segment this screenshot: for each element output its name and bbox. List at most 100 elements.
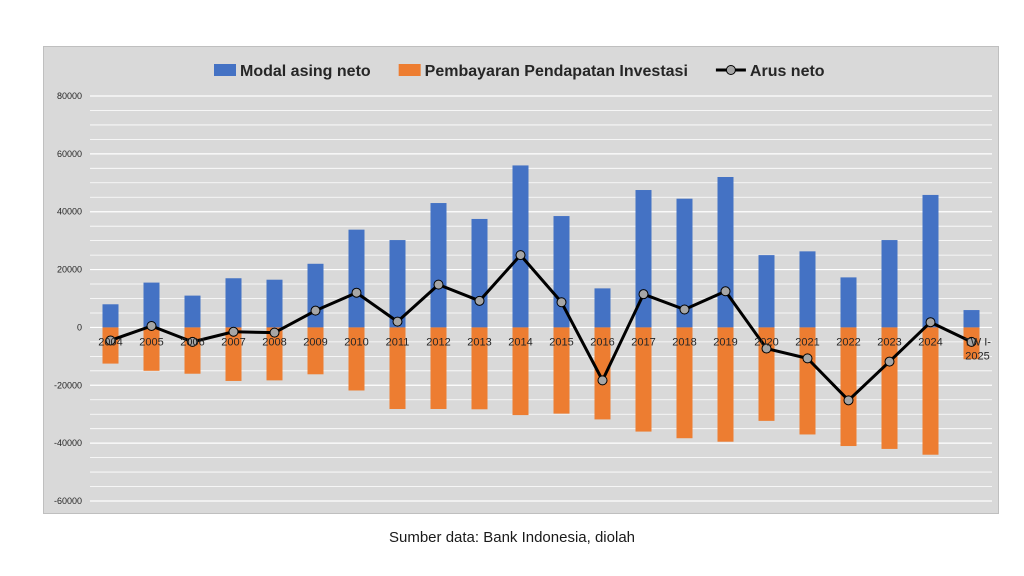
legend-label: Modal asing neto	[240, 63, 371, 80]
y-tick-label: -40000	[54, 438, 82, 448]
bar-modal-asing-neto	[799, 251, 816, 328]
bar-pembayaran-pendapatan-investasi	[471, 327, 488, 410]
source-note: Sumber data: Bank Indonesia, diolah	[389, 529, 635, 546]
x-tick-label: TW I-	[964, 336, 991, 348]
bar-pembayaran-pendapatan-investasi	[635, 327, 652, 432]
axis-layer: -60000 -40000 -20000 0 20000 40000 60000 80000 2…	[54, 91, 991, 506]
x-tick-label: 2014	[508, 336, 532, 348]
bar-pembayaran-pendapatan-investasi	[594, 327, 611, 420]
x-tick-label: 2022	[836, 336, 860, 348]
point-arus-neto	[474, 295, 485, 306]
point-arus-neto	[515, 250, 526, 261]
legend-label: Arus neto	[750, 63, 825, 80]
x-tick-label: 2018	[672, 336, 696, 348]
point-arus-neto	[597, 375, 608, 386]
chart-panel: -60000 -40000 -20000 0 20000 40000 60000 80000 2…	[43, 46, 999, 514]
chart-svg: -60000 -40000 -20000 0 20000 40000 60000 80000 2…	[54, 63, 992, 506]
x-tick-label: 2007	[221, 336, 245, 348]
bar-pembayaran-pendapatan-investasi	[143, 327, 160, 371]
y-tick-label: -60000	[54, 496, 82, 506]
bar-pembayaran-pendapatan-investasi	[348, 327, 365, 391]
point-arus-neto	[269, 327, 280, 338]
point-arus-neto	[638, 289, 649, 300]
x-tick-label: 2006	[180, 336, 204, 348]
bar-modal-asing-neto	[840, 277, 857, 328]
y-tick-label: 80000	[57, 91, 82, 101]
bar-pembayaran-pendapatan-investasi	[922, 327, 939, 455]
x-tick-label: 2016	[590, 336, 614, 348]
y-tick-label: 20000	[57, 265, 82, 275]
x-tick-label: 2009	[303, 336, 327, 348]
x-tick-label: 2004	[98, 336, 122, 348]
point-arus-neto	[679, 304, 690, 315]
bar-modal-asing-neto	[307, 263, 324, 328]
point-arus-neto	[228, 326, 239, 337]
point-arus-neto	[351, 287, 362, 298]
legend-swatch	[214, 64, 236, 76]
x-tick-label: 2011	[386, 336, 410, 348]
legend-marker	[725, 65, 736, 75]
point-arus-neto	[105, 335, 116, 346]
bar-pembayaran-pendapatan-investasi	[512, 327, 529, 416]
point-arus-neto	[556, 297, 567, 308]
bar-modal-asing-neto	[512, 165, 529, 328]
point-arus-neto	[310, 305, 321, 316]
bar-pembayaran-pendapatan-investasi	[430, 327, 447, 410]
x-tick-label: 2019	[713, 336, 737, 348]
bar-modal-asing-neto	[389, 240, 406, 328]
bar-modal-asing-neto	[143, 282, 160, 328]
legend-swatch	[398, 64, 421, 76]
x-tick-label: 2025	[965, 350, 989, 362]
x-tick-label: 2012	[426, 336, 450, 348]
legend: Modal asing neto Pembayaran Pendapatan In…	[214, 63, 825, 80]
bar-pembayaran-pendapatan-investasi	[553, 327, 570, 414]
y-tick-label: 60000	[57, 149, 82, 159]
legend-label: Pembayaran Pendapatan Investasi	[425, 63, 688, 80]
bar-modal-asing-neto	[758, 255, 775, 328]
x-tick-label: 2005	[139, 336, 163, 348]
bar-modal-asing-neto	[184, 295, 201, 328]
bar-pembayaran-pendapatan-investasi	[266, 327, 283, 381]
point-arus-neto	[884, 356, 895, 367]
bar-modal-asing-neto	[430, 203, 447, 328]
point-arus-neto	[146, 320, 157, 331]
y-tick-label: -20000	[54, 380, 82, 390]
bar-modal-asing-neto	[266, 279, 283, 328]
point-arus-neto	[761, 343, 772, 354]
line-layer	[105, 250, 977, 406]
bar-pembayaran-pendapatan-investasi	[676, 327, 693, 439]
bar-pembayaran-pendapatan-investasi	[389, 327, 406, 410]
bar-modal-asing-neto	[881, 240, 898, 328]
y-tick-label: 0	[77, 322, 82, 332]
bar-modal-asing-neto	[471, 218, 488, 328]
bar-pembayaran-pendapatan-investasi	[102, 327, 119, 364]
x-tick-label: 2020	[754, 336, 778, 348]
bar-pembayaran-pendapatan-investasi	[184, 327, 201, 374]
gridlines	[90, 95, 992, 502]
point-arus-neto	[802, 353, 813, 364]
x-tick-label: 2010	[344, 336, 368, 348]
line-arus-neto	[110, 253, 973, 402]
x-tick-label: 2017	[631, 336, 655, 348]
bar-pembayaran-pendapatan-investasi	[307, 327, 324, 375]
bar-pembayaran-pendapatan-investasi	[799, 327, 816, 435]
y-tick-label: 40000	[57, 207, 82, 217]
point-arus-neto	[720, 286, 731, 297]
bar-modal-asing-neto	[102, 304, 119, 328]
x-tick-label: 2008	[262, 336, 286, 348]
bar-modal-asing-neto	[594, 288, 611, 328]
x-tick-label: 2013	[467, 336, 491, 348]
bar-modal-asing-neto	[676, 198, 693, 328]
bar-modal-asing-neto	[225, 278, 242, 328]
bar-modal-asing-neto	[348, 229, 365, 328]
point-arus-neto	[433, 279, 444, 290]
bar-modal-asing-neto	[963, 310, 980, 328]
x-tick-label: 2023	[877, 336, 901, 348]
point-arus-neto	[187, 336, 198, 347]
bar-pembayaran-pendapatan-investasi	[840, 327, 857, 447]
bar-pembayaran-pendapatan-investasi	[225, 327, 242, 381]
point-arus-neto	[925, 317, 936, 328]
x-tick-label: 2015	[549, 336, 573, 348]
bar-modal-asing-neto	[922, 194, 939, 328]
bar-layer	[102, 165, 980, 455]
